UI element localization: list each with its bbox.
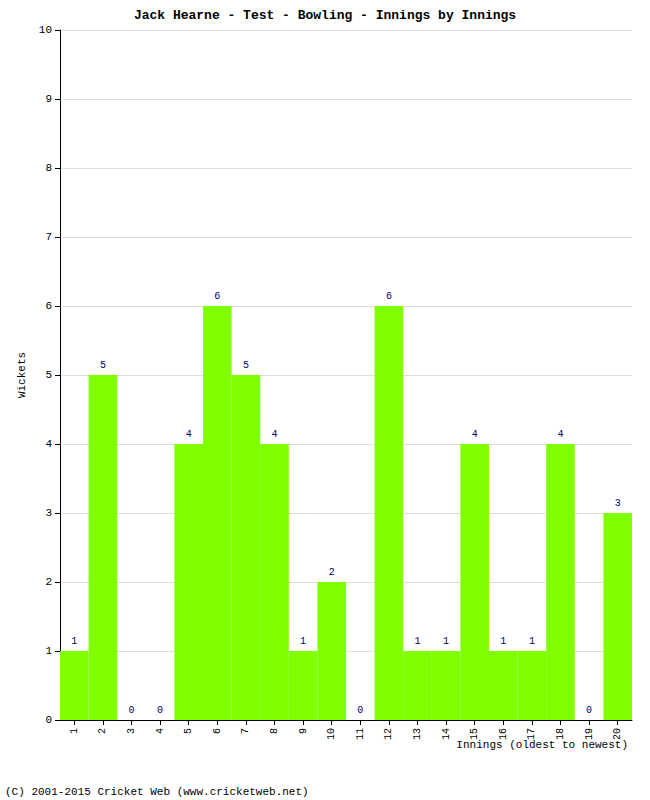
svg-text:4: 4 (186, 429, 192, 440)
svg-text:Wickets: Wickets (16, 352, 28, 398)
svg-text:6: 6 (386, 291, 392, 302)
svg-text:3: 3 (45, 507, 52, 519)
svg-text:5: 5 (100, 360, 106, 371)
svg-text:15: 15 (469, 728, 480, 740)
svg-text:0: 0 (357, 705, 363, 716)
svg-text:9: 9 (298, 728, 309, 734)
svg-text:0: 0 (586, 705, 592, 716)
svg-text:1: 1 (69, 728, 80, 734)
svg-text:3: 3 (615, 498, 621, 509)
svg-text:18: 18 (555, 728, 566, 740)
svg-text:7: 7 (240, 728, 251, 734)
svg-text:5: 5 (45, 369, 52, 381)
svg-text:0: 0 (157, 705, 163, 716)
svg-text:1: 1 (529, 636, 535, 647)
svg-text:10: 10 (326, 728, 337, 740)
svg-text:5: 5 (243, 360, 249, 371)
svg-text:2: 2 (329, 567, 335, 578)
svg-text:9: 9 (45, 93, 52, 105)
svg-text:14: 14 (441, 728, 452, 740)
svg-text:12: 12 (383, 728, 394, 740)
svg-text:7: 7 (45, 231, 52, 243)
svg-text:19: 19 (584, 728, 595, 740)
svg-text:4: 4 (271, 429, 277, 440)
svg-text:10: 10 (39, 24, 52, 36)
svg-text:1: 1 (45, 645, 52, 657)
svg-text:4: 4 (155, 728, 166, 734)
svg-text:16: 16 (498, 728, 509, 740)
svg-text:6: 6 (45, 300, 52, 312)
svg-text:0: 0 (45, 714, 52, 726)
svg-text:1: 1 (500, 636, 506, 647)
svg-text:Innings (oldest to newest): Innings (oldest to newest) (456, 739, 628, 751)
svg-text:17: 17 (526, 728, 537, 740)
svg-text:Jack Hearne - Test - Bowling -: Jack Hearne - Test - Bowling - Innings b… (134, 8, 516, 23)
svg-text:1: 1 (414, 636, 420, 647)
svg-text:4: 4 (472, 429, 478, 440)
svg-text:1: 1 (300, 636, 306, 647)
svg-text:4: 4 (557, 429, 563, 440)
svg-text:13: 13 (412, 728, 423, 740)
svg-text:(C) 2001-2015 Cricket Web (www: (C) 2001-2015 Cricket Web (www.cricketwe… (5, 786, 309, 798)
svg-text:5: 5 (183, 728, 194, 734)
svg-text:3: 3 (126, 728, 137, 734)
svg-text:0: 0 (128, 705, 134, 716)
svg-text:11: 11 (355, 728, 366, 740)
svg-text:1: 1 (71, 636, 77, 647)
svg-text:8: 8 (45, 162, 52, 174)
svg-text:20: 20 (612, 728, 623, 740)
svg-text:2: 2 (97, 728, 108, 734)
svg-text:8: 8 (269, 728, 280, 734)
svg-text:4: 4 (45, 438, 52, 450)
svg-text:6: 6 (214, 291, 220, 302)
svg-text:2: 2 (45, 576, 52, 588)
svg-text:6: 6 (212, 728, 223, 734)
svg-text:1: 1 (443, 636, 449, 647)
